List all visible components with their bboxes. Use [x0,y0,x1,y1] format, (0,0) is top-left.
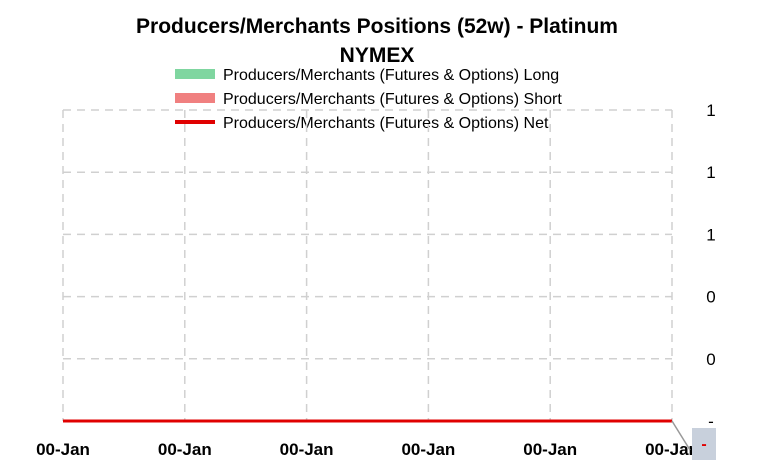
legend-swatch [175,93,215,103]
y-axis-ticks: 1 1 1 0 0 - [706,101,715,431]
legend-label: Producers/Merchants (Futures & Options) … [223,91,562,108]
x-tick-label: 00-Jan [523,440,577,459]
end-marker-box [692,428,716,460]
y-tick-label: 0 [706,288,715,307]
end-marker-leader [671,420,691,451]
x-tick-label: 00-Jan [36,440,90,459]
chart-title-line2: NYMEX [340,44,415,67]
x-tick-label: 00-Jan [401,440,455,459]
y-tick-label: 1 [706,225,715,244]
x-axis-ticks: 00-Jan 00-Jan 00-Jan 00-Jan 00-Jan 00-Jan [36,440,699,459]
x-tick-label: 00-Jan [645,440,699,459]
legend-item: Producers/Merchants (Futures & Options) … [175,67,559,84]
y-tick-label: 1 [706,163,715,182]
end-marker: - [671,420,716,460]
end-marker-label: - [701,436,706,453]
grid [62,109,673,422]
y-tick-label: 0 [706,350,715,369]
y-tick-label: 1 [706,101,715,120]
x-tick-label: 00-Jan [158,440,212,459]
legend-label: Producers/Merchants (Futures & Options) … [223,115,549,132]
chart-title-line1: Producers/Merchants Positions (52w) - Pl… [136,15,618,38]
legend-item: Producers/Merchants (Futures & Options) … [175,115,549,132]
legend-item: Producers/Merchants (Futures & Options) … [175,91,562,108]
x-tick-label: 00-Jan [280,440,334,459]
legend-swatch [175,69,215,79]
legend-label: Producers/Merchants (Futures & Options) … [223,67,559,84]
legend: Producers/Merchants (Futures & Options) … [175,67,562,132]
y-tick-label: - [708,412,714,431]
